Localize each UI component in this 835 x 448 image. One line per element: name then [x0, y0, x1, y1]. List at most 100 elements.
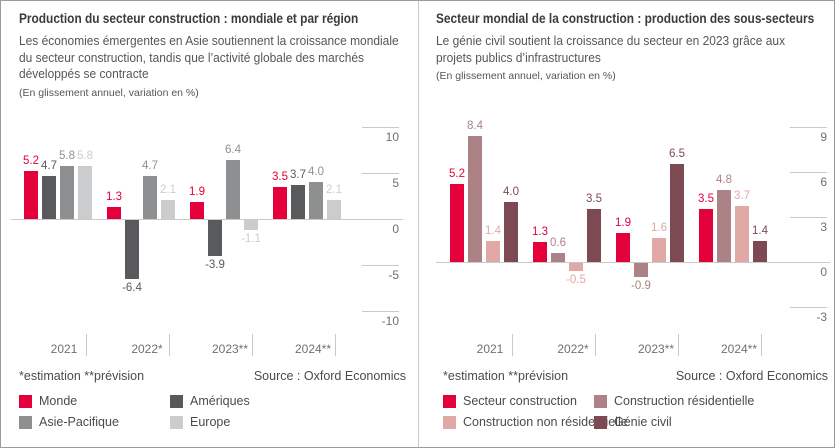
value-label: 3.7 — [290, 169, 306, 181]
value-label: 1.3 — [532, 226, 548, 238]
value-label: 4.0 — [308, 166, 324, 178]
bar — [670, 164, 684, 262]
bar — [327, 200, 341, 219]
bar — [616, 233, 630, 262]
legend-swatch — [594, 394, 607, 408]
bar — [652, 238, 666, 262]
category-label: 2021 — [476, 342, 504, 356]
chart-subtitle: Le génie civil soutient la croissance du… — [436, 33, 786, 65]
legend-item: Amériques — [170, 394, 250, 408]
legend-swatch — [443, 415, 456, 429]
category-label: 2022* — [131, 342, 163, 356]
legend-item: Construction résidentielle — [594, 394, 754, 408]
legend-label: Monde — [39, 394, 78, 408]
bar — [24, 171, 38, 219]
legend-label: Amériques — [190, 394, 250, 408]
category-label: 2021 — [50, 342, 78, 356]
y-tick-label: 10 — [385, 130, 399, 144]
bar — [634, 263, 648, 277]
y-tick-label: 5 — [392, 176, 399, 190]
category-tick — [169, 334, 170, 356]
value-label: 1.9 — [189, 186, 205, 198]
y-tick-label: 9 — [820, 130, 827, 144]
value-label: 8.4 — [467, 120, 483, 132]
bar — [533, 242, 547, 262]
left-bar-chart: 10 5 0 -5 -10 2021 2022* 2023** 2024** 5.2 1.3 1.9 3… — [1, 1, 418, 447]
y-tick-line — [790, 127, 827, 128]
category-tick — [86, 334, 87, 356]
legend-label: Construction résidentielle — [614, 394, 755, 408]
bar — [143, 176, 157, 219]
legend-swatch — [594, 415, 607, 429]
bar — [226, 160, 240, 219]
chart-subtitle: Les économies émergentes en Asie soutien… — [19, 33, 399, 81]
value-label: 4.0 — [503, 186, 519, 198]
footnote: *estimation **prévision — [443, 369, 569, 383]
bar — [450, 184, 464, 262]
bar — [753, 241, 767, 262]
value-label: 4.7 — [142, 160, 158, 172]
bar — [244, 220, 258, 230]
category-label: 2023** — [211, 342, 249, 356]
value-label: 3.5 — [272, 171, 288, 183]
y-tick-line — [362, 127, 399, 128]
legend-item: Construction non résidentielle — [443, 415, 628, 429]
bar — [735, 206, 749, 262]
value-label: 6.4 — [225, 144, 241, 156]
x-axis-line — [436, 262, 830, 263]
legend-label: Secteur construction — [463, 394, 577, 408]
x-axis-line — [11, 219, 403, 220]
bar — [125, 220, 139, 279]
bar — [78, 166, 92, 219]
y-tick-label: 0 — [820, 265, 827, 279]
value-label: 0.6 — [550, 237, 566, 249]
legend-swatch — [170, 394, 183, 408]
panel-divider — [418, 1, 419, 447]
value-label: 3.5 — [698, 193, 714, 205]
legend-label: Asie-Pacifique — [39, 415, 119, 429]
value-label: 5.8 — [77, 150, 93, 162]
legend-item: Europe — [170, 415, 230, 429]
panel-subsectors: Secteur mondial de la construction : pro… — [419, 1, 834, 447]
bar — [569, 263, 583, 271]
y-tick-line — [790, 172, 827, 173]
category-tick — [761, 334, 762, 356]
bar — [42, 176, 56, 219]
value-label: 5.8 — [59, 150, 75, 162]
unit-note: (En glissement annuel, variation en %) — [436, 70, 616, 82]
category-tick — [335, 334, 336, 356]
y-tick-label: -5 — [388, 268, 399, 282]
bar — [291, 185, 305, 219]
legend-swatch — [19, 415, 32, 429]
y-tick-label: -10 — [381, 314, 399, 328]
value-label: 5.2 — [23, 155, 39, 167]
y-tick-line — [790, 307, 827, 308]
y-tick-label: -3 — [816, 310, 827, 324]
category-tick — [512, 334, 513, 356]
legend-swatch — [19, 394, 32, 408]
right-bar-chart: 9 6 3 0 -3 2021 2022* 2023** 2024** 5.2 1.3 1.9 3.5 8… — [419, 1, 834, 447]
value-label: 4.8 — [716, 174, 732, 186]
category-tick — [595, 334, 596, 356]
chart-title: Secteur mondial de la construction : pro… — [436, 11, 815, 26]
category-label: 2024** — [294, 342, 332, 356]
bar — [60, 166, 74, 219]
value-label: 3.5 — [586, 193, 602, 205]
category-tick — [252, 334, 253, 356]
bar — [309, 182, 323, 219]
value-label: 2.1 — [160, 184, 176, 196]
bar — [190, 202, 204, 219]
value-label: 1.4 — [485, 225, 501, 237]
legend-item: Génie civil — [594, 415, 672, 429]
value-label: 1.4 — [752, 225, 768, 237]
value-label: 2.1 — [326, 184, 342, 196]
y-tick-line — [362, 311, 399, 312]
panel-header: Production du secteur construction : mon… — [19, 11, 414, 99]
value-label: -3.9 — [205, 259, 225, 271]
legend-label: Europe — [190, 415, 231, 429]
bar — [504, 202, 518, 262]
bar — [273, 187, 287, 219]
value-label: 1.9 — [615, 217, 631, 229]
value-label: 3.7 — [734, 190, 750, 202]
